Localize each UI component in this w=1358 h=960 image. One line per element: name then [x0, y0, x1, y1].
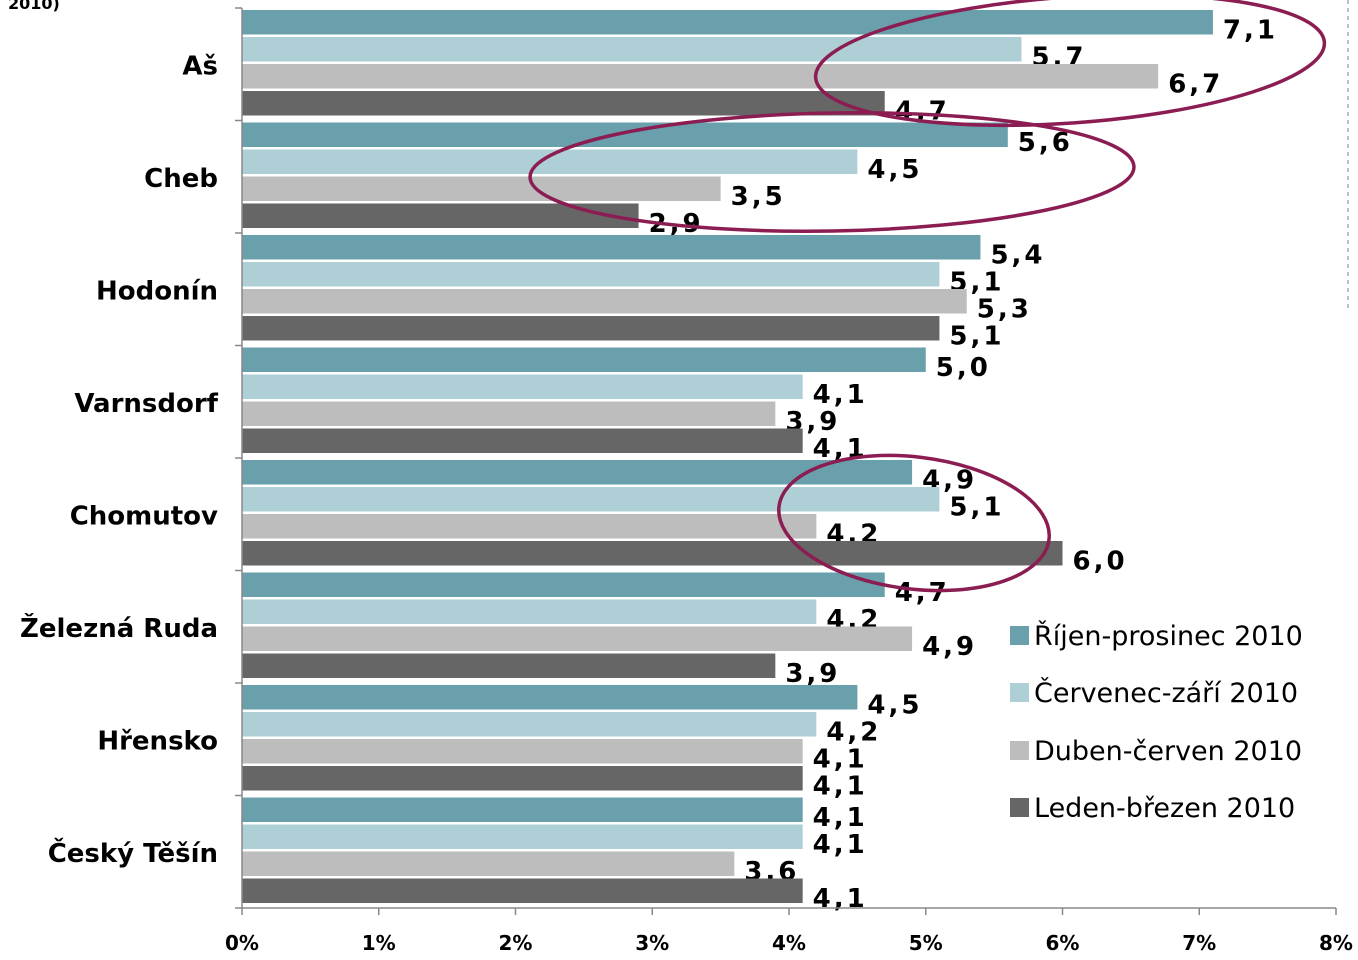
- title-fragment: 2010): [8, 0, 60, 13]
- bar-7-3: [242, 878, 803, 903]
- bar-0-0: [242, 10, 1213, 35]
- bar-0-1: [242, 37, 1022, 62]
- x-tick-label: 4%: [772, 931, 806, 955]
- bar-2-0: [242, 235, 981, 260]
- x-tick-label: 7%: [1182, 931, 1216, 955]
- highlight-ellipse: [528, 111, 1136, 233]
- value-label: 5,1: [949, 493, 1004, 523]
- x-tick-label: 1%: [362, 931, 396, 955]
- bar-3-1: [242, 374, 803, 399]
- bar-2-3: [242, 316, 940, 341]
- x-tick-label: 8%: [1319, 931, 1353, 955]
- category-label: Hřensko: [97, 726, 218, 756]
- value-label: 5,0: [936, 353, 991, 383]
- value-label: 4,9: [922, 632, 977, 662]
- bar-7-2: [242, 851, 735, 876]
- category-label: Český Těšín: [48, 837, 218, 869]
- category-label: Aš: [182, 51, 218, 81]
- legend-swatch: [1010, 626, 1029, 645]
- bar-1-2: [242, 176, 721, 201]
- bar-6-1: [242, 712, 817, 737]
- value-label: 4,1: [813, 830, 868, 860]
- bar-2-1: [242, 262, 940, 287]
- value-label: 4,7: [895, 578, 950, 608]
- bar-5-3: [242, 653, 776, 678]
- category-label: Chomutov: [70, 501, 218, 531]
- value-label: 4,1: [813, 803, 868, 833]
- category-label: Hodonín: [96, 276, 218, 306]
- value-label: 4,1: [813, 884, 868, 914]
- x-tick-label: 0%: [225, 931, 259, 955]
- value-label: 4,1: [813, 745, 868, 775]
- legend-swatch: [1010, 741, 1029, 760]
- bar-3-0: [242, 347, 926, 372]
- x-tick-label: 3%: [635, 931, 669, 955]
- bar-4-0: [242, 460, 913, 485]
- bar-3-3: [242, 428, 803, 453]
- value-label: 4,2: [826, 718, 881, 748]
- bar-1-0: [242, 122, 1008, 147]
- x-tick-label: 5%: [909, 931, 943, 955]
- bar-0-3: [242, 91, 885, 116]
- value-label: 4,1: [813, 380, 868, 410]
- bar-4-2: [242, 514, 817, 539]
- bar-4-3: [242, 541, 1063, 566]
- bar-7-1: [242, 824, 803, 849]
- value-label: 5,1: [949, 322, 1004, 352]
- x-tick-label: 6%: [1046, 931, 1080, 955]
- bar-6-0: [242, 685, 858, 710]
- bar-5-0: [242, 572, 885, 597]
- bar-3-2: [242, 401, 776, 426]
- bar-2-2: [242, 289, 967, 314]
- highlight-ellipse: [777, 453, 1051, 593]
- category-label: Cheb: [144, 164, 218, 194]
- value-label: 7,1: [1223, 16, 1278, 46]
- legend-label: Duben-červen 2010: [1034, 736, 1302, 767]
- bar-0-2: [242, 64, 1159, 89]
- bar-5-2: [242, 626, 913, 651]
- bar-6-3: [242, 766, 803, 791]
- category-label: Železná Ruda: [20, 612, 218, 644]
- bar-6-2: [242, 739, 803, 764]
- legend-label: Leden-březen 2010: [1034, 793, 1295, 824]
- value-label: 3,9: [785, 659, 840, 689]
- value-label: 5,3: [977, 295, 1032, 325]
- value-label: 6,7: [1168, 70, 1223, 100]
- value-label: 5,4: [990, 241, 1045, 271]
- bar-1-1: [242, 149, 858, 174]
- highlight-ellipse: [813, 0, 1327, 128]
- value-label: 4,5: [867, 691, 922, 721]
- bar-7-0: [242, 797, 803, 822]
- x-tick-label: 2%: [499, 931, 533, 955]
- value-label: 4,1: [813, 772, 868, 802]
- legend-swatch: [1010, 798, 1029, 817]
- legend-label: Říjen-prosinec 2010: [1034, 620, 1303, 652]
- bar-5-1: [242, 599, 817, 624]
- value-label: 4,5: [867, 155, 922, 185]
- legend-swatch: [1010, 683, 1029, 702]
- category-label: Varnsdorf: [74, 389, 218, 419]
- value-label: 6,0: [1073, 547, 1128, 577]
- legend-label: Červenec-září 2010: [1034, 677, 1298, 709]
- bar-4-1: [242, 487, 940, 512]
- value-label: 5,6: [1018, 128, 1073, 158]
- value-label: 3,5: [731, 182, 786, 212]
